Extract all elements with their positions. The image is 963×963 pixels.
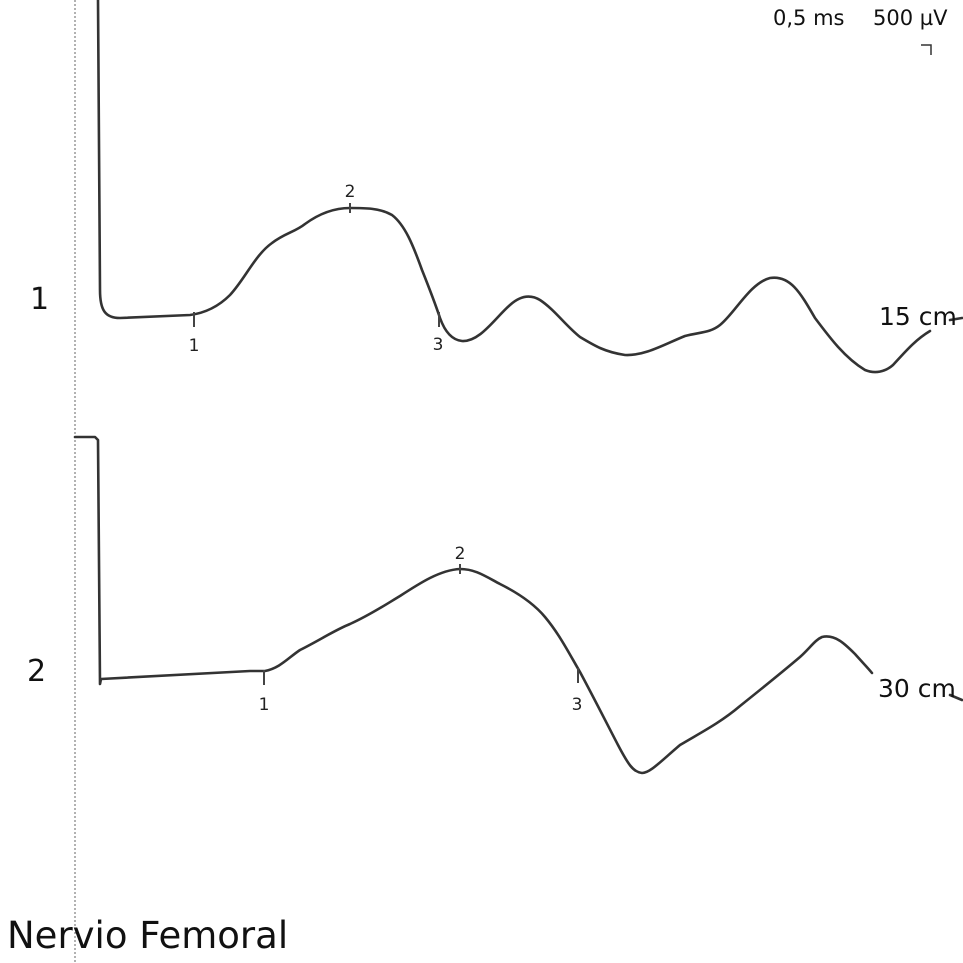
trace-1-distance-label: 15 cm — [879, 302, 957, 331]
trace-2-cursor-1-label: 1 — [259, 695, 270, 715]
trace-1-cursor-1-label: 1 — [189, 336, 200, 356]
trace-2-label: 2 — [27, 654, 46, 689]
trace-2-cursor-3-label: 3 — [572, 695, 583, 715]
trace-2-tail — [948, 693, 963, 702]
trace-2-waveform — [73, 435, 874, 775]
time-scale-label: 0,5 ms — [773, 6, 844, 30]
trace-1-cursor-2-label: 2 — [345, 182, 356, 202]
trace-1: 1 1 2 3 15 cm — [30, 0, 963, 374]
trace-1-waveform — [96, 0, 932, 374]
chart-title: Nervio Femoral — [7, 914, 288, 957]
scale-marker — [921, 44, 932, 55]
trace-2-distance-label: 30 cm — [878, 674, 956, 703]
amplitude-scale-label: 500 µV — [873, 6, 948, 30]
trace-2: 2 1 2 3 30 cm — [27, 435, 963, 775]
trace-2-cursor-2-label: 2 — [455, 544, 466, 564]
trace-1-tail — [948, 316, 963, 322]
trace-1-label: 1 — [30, 282, 49, 317]
trace-1-cursor-3-label: 3 — [433, 335, 444, 355]
